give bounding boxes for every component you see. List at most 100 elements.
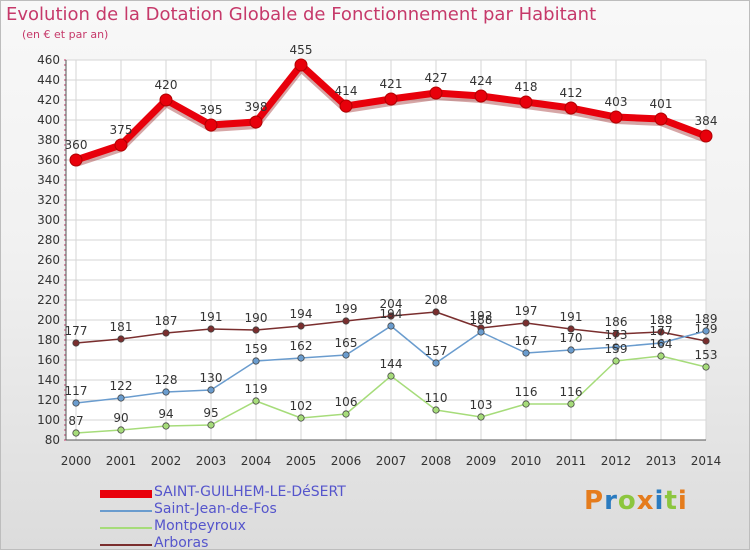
data-point <box>72 399 80 407</box>
y-tick-label: 260 <box>37 253 60 267</box>
data-point <box>207 421 215 429</box>
data-point <box>567 346 575 354</box>
chart-title: Evolution de la Dotation Globale de Fonc… <box>6 4 597 25</box>
x-tick-label: 2013 <box>646 454 677 468</box>
data-label: 170 <box>560 331 583 345</box>
data-label: 119 <box>245 382 268 396</box>
data-label: 103 <box>470 398 493 412</box>
data-point <box>522 400 530 408</box>
data-label: 122 <box>110 379 133 393</box>
data-point <box>69 153 83 167</box>
x-tick-label: 2005 <box>286 454 317 468</box>
data-point <box>657 352 665 360</box>
data-point <box>294 58 308 72</box>
legend-label: Saint-Jean-de-Fos <box>154 501 277 517</box>
data-point <box>387 312 395 320</box>
chart-subtitle: (en € et par an) <box>22 28 109 41</box>
data-label: 455 <box>290 43 313 57</box>
data-label: 110 <box>425 391 448 405</box>
data-label: 384 <box>695 114 718 128</box>
y-tick-label: 440 <box>37 73 60 87</box>
data-label: 159 <box>605 342 628 356</box>
data-point <box>477 328 485 336</box>
data-point <box>342 317 350 325</box>
data-label: 106 <box>335 395 358 409</box>
data-point <box>252 357 260 365</box>
data-label: 165 <box>335 336 358 350</box>
data-point <box>342 351 350 359</box>
data-label: 162 <box>290 339 313 353</box>
data-label: 130 <box>200 371 223 385</box>
data-label: 159 <box>245 342 268 356</box>
data-label: 90 <box>113 411 128 425</box>
x-tick-label: 2004 <box>241 454 272 468</box>
data-point <box>657 339 665 347</box>
data-point <box>432 308 440 316</box>
data-point <box>702 327 710 335</box>
legend-label: Arboras <box>154 535 209 551</box>
data-label: 164 <box>650 337 673 351</box>
data-label: 401 <box>650 97 673 111</box>
data-point <box>657 328 665 336</box>
x-tick-label: 2002 <box>151 454 182 468</box>
y-tick-label: 160 <box>37 353 60 367</box>
data-label: 192 <box>470 309 493 323</box>
logo-letter: o <box>617 486 637 516</box>
data-label: 414 <box>335 84 358 98</box>
data-label: 199 <box>335 302 358 316</box>
data-point <box>249 115 263 129</box>
x-tick-label: 2003 <box>196 454 227 468</box>
y-tick-label: 200 <box>37 313 60 327</box>
y-tick-label: 80 <box>45 433 60 447</box>
data-point <box>567 400 575 408</box>
data-label: 187 <box>155 314 178 328</box>
data-point <box>429 86 443 100</box>
y-tick-label: 380 <box>37 133 60 147</box>
legend-swatch <box>100 510 152 512</box>
data-label: 197 <box>515 304 538 318</box>
data-point <box>477 413 485 421</box>
data-label: 117 <box>65 384 88 398</box>
data-point <box>297 354 305 362</box>
y-tick-label: 420 <box>37 93 60 107</box>
data-label: 102 <box>290 399 313 413</box>
data-label: 418 <box>515 80 538 94</box>
data-point <box>117 335 125 343</box>
legend-swatch <box>100 544 152 546</box>
data-label: 87 <box>68 414 83 428</box>
data-point <box>387 322 395 330</box>
y-tick-label: 300 <box>37 213 60 227</box>
data-point <box>297 414 305 422</box>
data-label: 95 <box>203 406 218 420</box>
data-label: 398 <box>245 100 268 114</box>
logo-letter: x <box>636 486 655 516</box>
x-tick-label: 2008 <box>421 454 452 468</box>
y-tick-label: 360 <box>37 153 60 167</box>
data-point <box>207 325 215 333</box>
data-label: 194 <box>380 307 403 321</box>
legend-swatch <box>100 490 152 498</box>
data-label: 190 <box>245 311 268 325</box>
data-point <box>72 339 80 347</box>
proxiti-logo: Proxiti <box>584 486 688 516</box>
data-point <box>342 410 350 418</box>
data-label: 395 <box>200 103 223 117</box>
data-point <box>72 429 80 437</box>
data-point <box>519 95 533 109</box>
data-point <box>702 337 710 345</box>
data-point <box>432 406 440 414</box>
y-tick-label: 460 <box>37 53 60 67</box>
x-tick-label: 2007 <box>376 454 407 468</box>
data-point <box>252 326 260 334</box>
y-tick-label: 400 <box>37 113 60 127</box>
data-point <box>699 129 713 143</box>
data-label: 191 <box>200 310 223 324</box>
legend-swatch <box>100 527 152 529</box>
data-label: 208 <box>425 293 448 307</box>
data-point <box>114 138 128 152</box>
data-label: 427 <box>425 71 448 85</box>
data-label: 181 <box>110 320 133 334</box>
data-point <box>339 99 353 113</box>
data-point <box>522 349 530 357</box>
